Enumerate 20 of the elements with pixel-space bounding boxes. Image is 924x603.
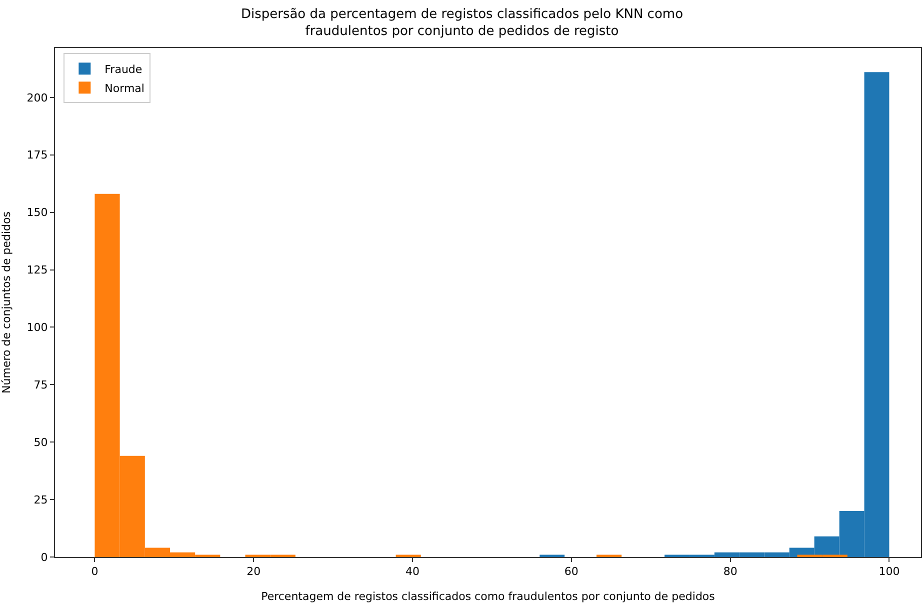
x-tick-label: 20	[246, 565, 261, 578]
x-tick-label: 60	[564, 565, 578, 578]
x-tick-label: 40	[406, 565, 420, 578]
legend-label: Normal	[104, 82, 144, 95]
legend-label: Fraude	[104, 62, 142, 76]
y-tick-label: 175	[26, 148, 48, 162]
x-tick-label: 0	[91, 565, 98, 578]
x-tick-label: 100	[878, 565, 900, 578]
chart-title: Dispersão da percentagem de registos classificados pelo KNN como fraudulentos por conjunto de pedidos de registo	[240, 7, 684, 39]
x-axis-title: Percentagem de registos classificados como fraudulentos por conjunto de pedidos	[261, 590, 716, 603]
y-axis-title: Número de conjuntos de pedidos	[0, 211, 13, 394]
y-tick-label: 0	[40, 550, 48, 564]
y-tick-label: 150	[26, 206, 48, 220]
y-tick-label: 75	[34, 378, 48, 392]
x-tick-label: 80	[723, 565, 738, 578]
y-tick-label: 125	[26, 264, 48, 277]
y-tick-label: 100	[26, 321, 48, 334]
y-tick-label: 200	[26, 91, 48, 104]
y-tick-label: 50	[34, 436, 48, 449]
y-tick-label: 25	[34, 493, 48, 506]
